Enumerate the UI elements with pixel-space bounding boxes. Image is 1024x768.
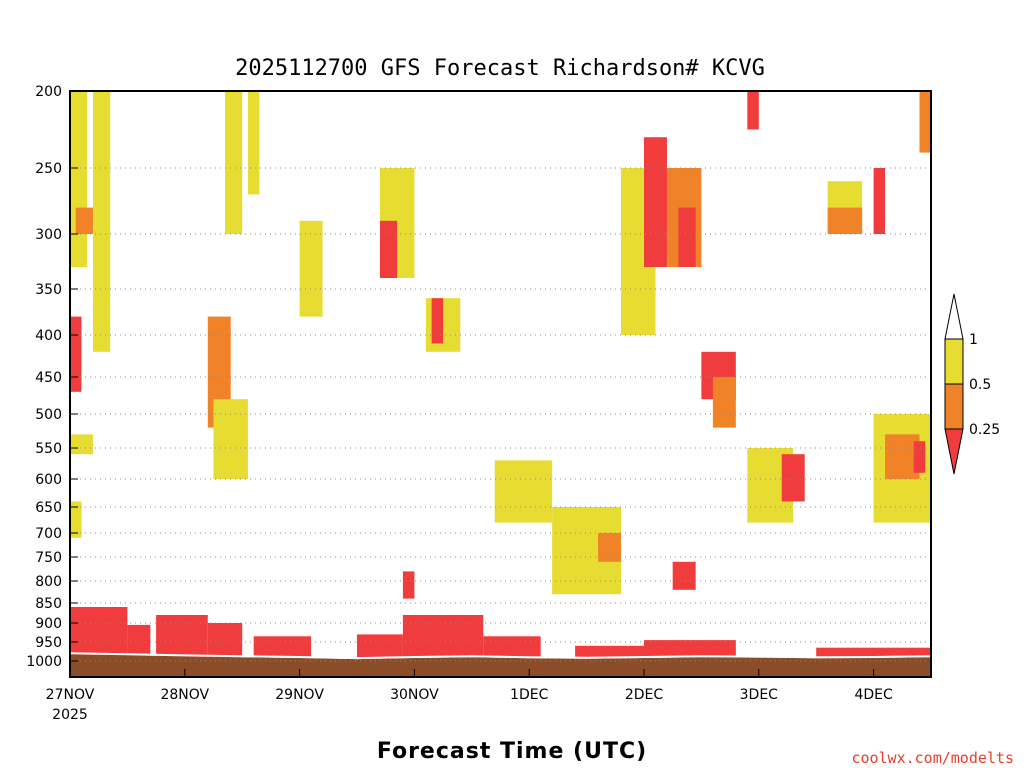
y-axis: 200 250 300 350 400 450 500 550 600 650 700 750 800 8… <box>26 84 78 670</box>
x-axis: 27NOV 2025 28NOV 29NOV 30NOV 1DEC 2DEC 3DEC 4DEC <box>46 669 893 723</box>
y-tick-label-300: 300 <box>35 227 62 243</box>
ri-region-8 <box>247 91 260 195</box>
y-tick-label-250: 250 <box>35 161 62 177</box>
y-tick-label-800: 800 <box>35 574 62 590</box>
boundary-layer-block-8 <box>575 645 644 658</box>
y-tick-label-700: 700 <box>35 526 62 542</box>
y-tick-label-600: 600 <box>35 472 62 488</box>
ri-region-25 <box>672 561 696 590</box>
ri-region-34 <box>913 441 926 473</box>
x-tick-label-4DEC: 4DEC <box>854 687 893 703</box>
x-tick-sublabel-27NOV: 2025 <box>52 707 88 723</box>
layer-boundary <box>70 607 931 658</box>
ri-region-28 <box>781 454 805 502</box>
boundary-layer-block-7 <box>483 636 541 658</box>
plot-area <box>69 91 932 677</box>
y-tick-label-350: 350 <box>35 282 62 298</box>
ground-fill <box>70 654 931 677</box>
ri-region-22 <box>678 207 696 267</box>
x-tick-label-28NOV: 28NOV <box>160 687 209 703</box>
x-axis-label: Forecast Time (UTC) <box>377 739 647 764</box>
ri-region-24 <box>712 377 736 428</box>
plot-frame <box>69 90 932 678</box>
ri-region-35 <box>919 91 931 153</box>
ri-region-16 <box>494 460 553 523</box>
colorbar-label-0.25: 0.25 <box>969 422 1000 438</box>
colorbar-label-1: 1 <box>969 332 978 348</box>
ri-region-12 <box>379 220 398 278</box>
boundary-layer-block-4 <box>253 636 312 658</box>
surface-line <box>69 652 932 660</box>
colorbar-orange <box>944 383 964 430</box>
ri-region-0 <box>70 91 88 267</box>
boundary-layer-block-0 <box>70 607 128 658</box>
y-tick-label-550: 550 <box>35 441 62 457</box>
ri-region-9 <box>213 399 248 479</box>
ri-region-7 <box>224 91 243 234</box>
y-tick-label-950: 950 <box>35 635 62 651</box>
colorbar-legend: 1 0.5 0.25 <box>944 293 1000 475</box>
ri-region-10 <box>299 220 323 317</box>
ri-region-26 <box>747 91 759 130</box>
colorbar-yellow <box>944 338 964 385</box>
x-tick-label-1DEC: 1DEC <box>510 687 549 703</box>
y-tick-label-850: 850 <box>35 596 62 612</box>
boundary-layer-block-2 <box>156 615 208 658</box>
credit-text: coolwx.com/modelts <box>851 749 1014 767</box>
boundary-layer-block-10 <box>816 647 931 658</box>
boundary-layer-block-6 <box>402 615 484 658</box>
x-tick-label-30NOV: 30NOV <box>390 687 439 703</box>
layer-regions <box>70 91 931 599</box>
ri-region-18 <box>598 533 622 562</box>
boundary-layer-block-3 <box>207 623 243 658</box>
x-tick-label-3DEC: 3DEC <box>740 687 779 703</box>
x-tick-label-2DEC: 2DEC <box>625 687 664 703</box>
ri-region-14 <box>431 298 444 344</box>
x-tick-label-27NOV: 27NOV <box>46 687 95 703</box>
x-tick-label-29NOV: 29NOV <box>275 687 324 703</box>
colorbar-bottom-triangle <box>944 428 964 475</box>
y-tick-label-450: 450 <box>35 370 62 386</box>
y-tick-label-500: 500 <box>35 407 62 423</box>
ri-region-3 <box>70 434 93 455</box>
ri-region-5 <box>92 91 111 352</box>
ri-region-1 <box>75 207 93 234</box>
ri-region-15 <box>402 571 415 599</box>
y-tick-label-900: 900 <box>35 616 62 632</box>
layer-ground <box>69 652 932 677</box>
boundary-layer-block-1 <box>127 624 151 658</box>
y-tick-label-750: 750 <box>35 550 62 566</box>
layer-grid <box>70 167 931 662</box>
boundary-layer-block-9 <box>644 640 736 658</box>
ri-region-30 <box>827 207 863 234</box>
ri-region-20 <box>644 137 667 267</box>
boundary-layer-block-5 <box>357 634 403 658</box>
y-tick-label-650: 650 <box>35 500 62 516</box>
chart-title: 2025112700 GFS Forecast Richardson# KCVG <box>235 56 765 81</box>
y-tick-label-1000: 1000 <box>26 654 62 670</box>
ri-region-2 <box>70 316 82 392</box>
ri-region-31 <box>873 168 886 234</box>
y-tick-label-400: 400 <box>35 328 62 344</box>
colorbar-label-0.5: 0.5 <box>969 377 991 393</box>
ri-region-4 <box>70 501 82 538</box>
y-tick-label-200: 200 <box>35 84 62 100</box>
